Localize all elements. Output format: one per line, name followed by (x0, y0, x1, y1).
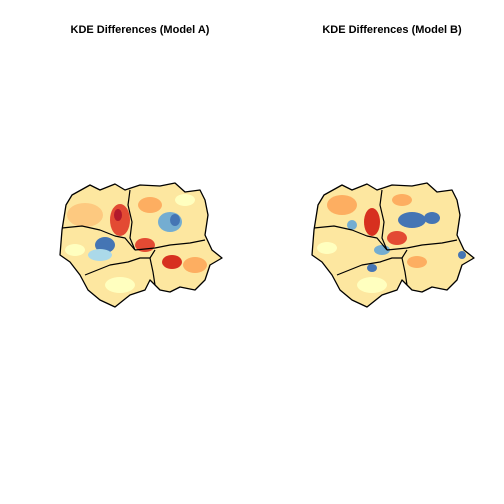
map-panel (307, 180, 477, 310)
map-panel (55, 180, 225, 310)
panel-title: KDE Differences (Model A) (71, 24, 210, 36)
panel-title: KDE Differences (Model B) (322, 24, 462, 36)
